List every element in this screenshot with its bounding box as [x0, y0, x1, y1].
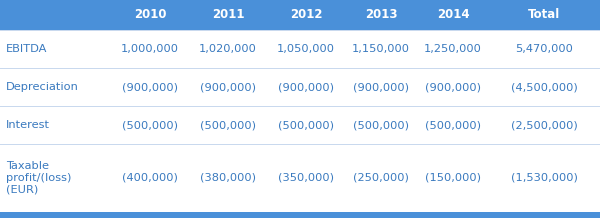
Bar	[0, 0, 600, 30]
Bar	[0, 106, 600, 144]
Text: EBITDA: EBITDA	[6, 44, 47, 54]
Text: 5,470,000: 5,470,000	[515, 44, 574, 54]
Bar	[0, 30, 600, 68]
Text: Depreciation: Depreciation	[6, 82, 79, 92]
Text: 2014: 2014	[437, 9, 469, 22]
Text: (4,500,000): (4,500,000)	[511, 82, 578, 92]
Text: (500,000): (500,000)	[425, 120, 481, 130]
Text: (900,000): (900,000)	[200, 82, 256, 92]
Text: 1,150,000: 1,150,000	[352, 44, 410, 54]
Text: (500,000): (500,000)	[122, 120, 178, 130]
Bar	[0, 212, 600, 218]
Text: (900,000): (900,000)	[425, 82, 481, 92]
Text: (900,000): (900,000)	[122, 82, 178, 92]
Text: (500,000): (500,000)	[353, 120, 409, 130]
Text: 2012: 2012	[290, 9, 322, 22]
Text: Total: Total	[529, 9, 560, 22]
Text: (500,000): (500,000)	[200, 120, 256, 130]
Text: (900,000): (900,000)	[278, 82, 334, 92]
Text: Taxable
profit/(loss)
(EUR): Taxable profit/(loss) (EUR)	[6, 162, 71, 195]
Text: (350,000): (350,000)	[278, 173, 334, 183]
Text: (400,000): (400,000)	[122, 173, 178, 183]
Text: 1,020,000: 1,020,000	[199, 44, 257, 54]
Text: (150,000): (150,000)	[425, 173, 481, 183]
Text: (900,000): (900,000)	[353, 82, 409, 92]
Text: (1,530,000): (1,530,000)	[511, 173, 578, 183]
Bar	[0, 144, 600, 212]
Text: 2010: 2010	[134, 9, 166, 22]
Text: 2013: 2013	[365, 9, 397, 22]
Text: 2011: 2011	[212, 9, 244, 22]
Text: Interest: Interest	[6, 120, 50, 130]
Text: (500,000): (500,000)	[278, 120, 334, 130]
Text: (380,000): (380,000)	[200, 173, 256, 183]
Bar	[0, 68, 600, 106]
Text: (2,500,000): (2,500,000)	[511, 120, 578, 130]
Text: 1,000,000: 1,000,000	[121, 44, 179, 54]
Text: 1,250,000: 1,250,000	[424, 44, 482, 54]
Text: 1,050,000: 1,050,000	[277, 44, 335, 54]
Text: (250,000): (250,000)	[353, 173, 409, 183]
